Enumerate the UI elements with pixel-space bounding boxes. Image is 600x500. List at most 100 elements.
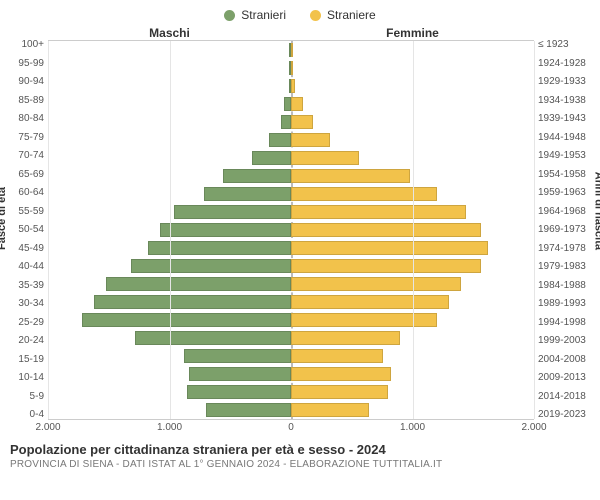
x-axis: 2.0001.00001.0002.000 xyxy=(0,422,600,436)
age-label: 70-74 xyxy=(4,151,44,161)
pyramid-row xyxy=(48,149,534,167)
y-axis-birth-labels: ≤ 1923 1924-1928 1929-1933 1934-1938 1939-19… xyxy=(534,40,596,420)
age-label: 75-79 xyxy=(4,133,44,143)
bar-male xyxy=(204,187,291,201)
age-label: 55-59 xyxy=(4,207,44,217)
bar-female xyxy=(291,43,293,57)
bar-female xyxy=(291,205,466,219)
bar-male xyxy=(252,151,291,165)
age-label: 85-89 xyxy=(4,96,44,106)
birth-label: 2019-2023 xyxy=(538,410,596,420)
age-label: 90-94 xyxy=(4,77,44,87)
birth-label: 1954-1958 xyxy=(538,170,596,180)
bar-male xyxy=(281,115,291,129)
pyramid-row xyxy=(48,329,534,347)
bar-female xyxy=(291,133,330,147)
bar-female xyxy=(291,403,369,417)
pyramid-row xyxy=(48,77,534,95)
age-label: 30-34 xyxy=(4,299,44,309)
gridline xyxy=(534,41,535,419)
bar-female xyxy=(291,79,295,93)
birth-label: 1994-1998 xyxy=(538,318,596,328)
chart-footer: Popolazione per cittadinanza straniera p… xyxy=(0,436,600,470)
birth-label: 1949-1953 xyxy=(538,151,596,161)
bar-male xyxy=(94,295,291,309)
chart-subtitle: PROVINCIA DI SIENA - Dati ISTAT al 1° ge… xyxy=(10,459,590,470)
bar-male xyxy=(187,385,291,399)
legend-label-female: Straniere xyxy=(327,8,376,22)
bar-female xyxy=(291,313,437,327)
bar-male xyxy=(223,169,291,183)
bar-male xyxy=(131,259,291,273)
pyramid-row xyxy=(48,113,534,131)
bar-male xyxy=(106,277,291,291)
bar-female xyxy=(291,97,303,111)
y-axis-age-labels: 100+95-9990-9485-8980-8475-7970-7465-696… xyxy=(4,40,48,420)
pyramid-row xyxy=(48,257,534,275)
bar-female xyxy=(291,349,383,363)
bar-male xyxy=(82,313,291,327)
pyramid-row xyxy=(48,167,534,185)
birth-label: 1934-1938 xyxy=(538,96,596,106)
age-label: 45-49 xyxy=(4,244,44,254)
column-headers: Maschi Femmine xyxy=(0,26,600,40)
gridline xyxy=(48,41,49,419)
bar-male xyxy=(206,403,291,417)
birth-label: 1984-1988 xyxy=(538,281,596,291)
age-label: 20-24 xyxy=(4,336,44,346)
x-tick: 1.000 xyxy=(157,422,182,433)
age-label: 65-69 xyxy=(4,170,44,180)
pyramid-row xyxy=(48,41,534,59)
bar-female xyxy=(291,277,461,291)
x-tick: 2.000 xyxy=(521,422,546,433)
birth-label: 1969-1973 xyxy=(538,225,596,235)
age-label: 50-54 xyxy=(4,225,44,235)
legend: Stranieri Straniere xyxy=(0,0,600,26)
pyramid-row xyxy=(48,221,534,239)
gridline xyxy=(413,41,414,419)
age-label: 25-29 xyxy=(4,318,44,328)
age-label: 40-44 xyxy=(4,262,44,272)
pyramid-row xyxy=(48,347,534,365)
bar-male xyxy=(284,97,291,111)
birth-label: 1929-1933 xyxy=(538,77,596,87)
header-female: Femmine xyxy=(291,26,534,40)
age-label: 95-99 xyxy=(4,59,44,69)
birth-label: 1924-1928 xyxy=(538,59,596,69)
age-label: 80-84 xyxy=(4,114,44,124)
birth-label: 1999-2003 xyxy=(538,336,596,346)
bar-female xyxy=(291,187,437,201)
age-label: 5-9 xyxy=(4,392,44,402)
plot-area xyxy=(48,40,534,420)
bar-female xyxy=(291,385,388,399)
birth-label: 1939-1943 xyxy=(538,114,596,124)
bar-male xyxy=(174,205,291,219)
bar-female xyxy=(291,295,449,309)
bar-female xyxy=(291,259,481,273)
bar-male xyxy=(184,349,291,363)
pyramid-row xyxy=(48,203,534,221)
birth-label: 1989-1993 xyxy=(538,299,596,309)
birth-label: ≤ 1923 xyxy=(538,40,596,50)
age-label: 100+ xyxy=(4,40,44,50)
birth-label: 1979-1983 xyxy=(538,262,596,272)
header-male: Maschi xyxy=(48,26,291,40)
bar-female xyxy=(291,61,293,75)
legend-item-male: Stranieri xyxy=(224,8,286,22)
age-label: 10-14 xyxy=(4,373,44,383)
pyramid-row xyxy=(48,185,534,203)
bar-rows xyxy=(48,41,534,419)
birth-label: 1974-1978 xyxy=(538,244,596,254)
pyramid-row xyxy=(48,95,534,113)
birth-label: 1959-1963 xyxy=(538,188,596,198)
x-axis-ticks: 2.0001.00001.0002.000 xyxy=(48,422,534,436)
birth-label: 2004-2008 xyxy=(538,355,596,365)
bar-male xyxy=(269,133,291,147)
x-tick: 2.000 xyxy=(35,422,60,433)
birth-label: 2014-2018 xyxy=(538,392,596,402)
gridline xyxy=(170,41,171,419)
pyramid-chart: 100+95-9990-9485-8980-8475-7970-7465-696… xyxy=(0,40,600,420)
pyramid-row xyxy=(48,239,534,257)
pyramid-row xyxy=(48,59,534,77)
birth-label: 2009-2013 xyxy=(538,373,596,383)
